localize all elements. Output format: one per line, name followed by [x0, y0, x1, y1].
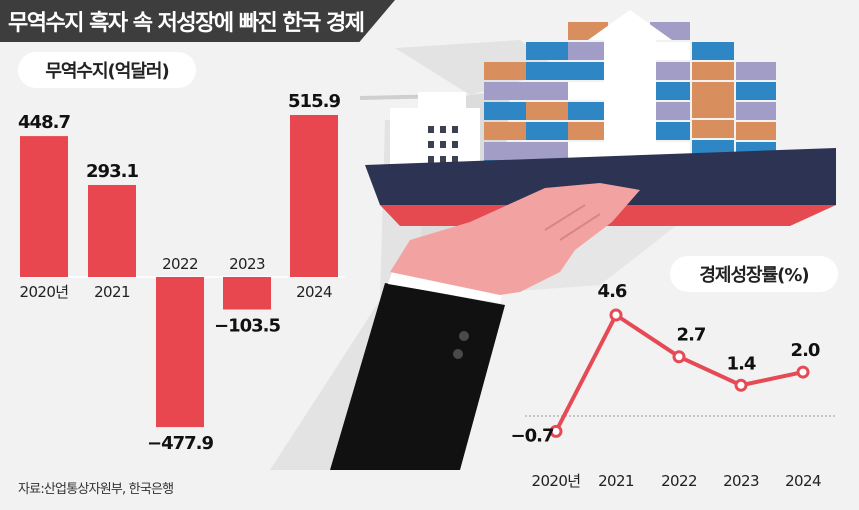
growth-value-label: −0.7 [511, 425, 554, 446]
trade-bar [290, 115, 338, 277]
ship-hull-icon [365, 148, 836, 205]
trade-year-label: 2022 [162, 255, 198, 273]
cufflink-icon [453, 349, 463, 359]
growth-year-label: 2022 [661, 472, 697, 490]
shadow-shape [395, 40, 560, 95]
trade-year-label: 2023 [229, 255, 265, 273]
hand-icon [390, 183, 640, 295]
growth-rate-title: 경제성장률(%) [670, 256, 838, 292]
source-note: 자료:산업통상자원부, 한국은행 [18, 482, 174, 497]
trade-bar [156, 277, 204, 428]
trade-value-label: 293.1 [86, 161, 138, 182]
trade-year-label: 2024 [296, 283, 332, 301]
up-arrow-icon [588, 10, 672, 170]
growth-year-label: 2024 [785, 472, 821, 490]
trade-value-label: 515.9 [288, 91, 340, 112]
growth-year-label: 2023 [723, 472, 759, 490]
growth-value-label: 2.0 [791, 340, 820, 361]
hand-crease [544, 204, 601, 241]
ship-bridge-icon [390, 92, 480, 170]
trade-value-label: −103.5 [214, 316, 280, 337]
trade-balance-title: 무역수지(억달러) [18, 52, 196, 88]
trade-value-label: −477.9 [147, 433, 213, 454]
main-title: 무역수지 흑자 속 저성장에 빠진 한국 경제 [8, 11, 365, 36]
trade-year-label: 2020년 [20, 283, 69, 301]
growth-value-label: 1.4 [727, 353, 756, 374]
growth-point [796, 365, 810, 379]
growth-point [734, 378, 748, 392]
trade-bar [88, 184, 136, 277]
trade-bar [20, 136, 68, 277]
growth-value-label: 2.7 [677, 325, 706, 346]
shirt-cuff [388, 272, 503, 303]
growth-year-label: 2020년 [532, 472, 581, 490]
growth-point [672, 350, 686, 364]
growth-point [549, 424, 563, 438]
trade-value-label: 448.7 [18, 112, 70, 133]
growth-year-label: 2021 [598, 472, 634, 490]
trade-year-label: 2021 [94, 283, 130, 301]
growth-point [609, 308, 623, 322]
cufflink-icon [459, 331, 469, 341]
suit-sleeve-icon [330, 283, 505, 470]
trade-bar [223, 277, 271, 310]
header-band [0, 0, 395, 42]
growth-value-label: 4.6 [598, 281, 627, 302]
